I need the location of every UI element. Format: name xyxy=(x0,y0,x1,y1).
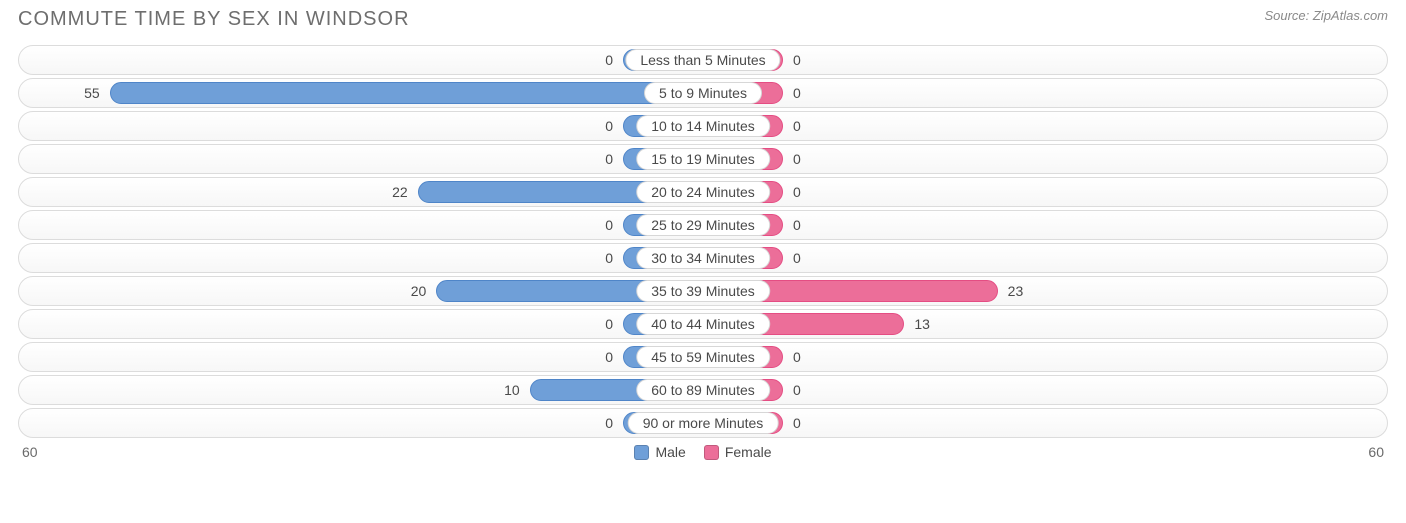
chart-row: 0 0 10 to 14 Minutes xyxy=(18,111,1388,141)
category-label: 10 to 14 Minutes xyxy=(636,115,770,137)
chart-row: 10 0 60 to 89 Minutes xyxy=(18,375,1388,405)
female-value: 23 xyxy=(1008,283,1024,299)
female-value: 0 xyxy=(793,349,801,365)
category-label: 90 or more Minutes xyxy=(628,412,779,434)
chart-container: COMMUTE TIME BY SEX IN WINDSOR Source: Z… xyxy=(0,0,1406,523)
male-value: 10 xyxy=(504,382,520,398)
category-label: 30 to 34 Minutes xyxy=(636,247,770,269)
category-label: 5 to 9 Minutes xyxy=(644,82,762,104)
category-label: 35 to 39 Minutes xyxy=(636,280,770,302)
male-bar xyxy=(110,82,703,104)
female-swatch-icon xyxy=(704,445,719,460)
chart-row: 0 0 45 to 59 Minutes xyxy=(18,342,1388,372)
chart-row: 20 23 35 to 39 Minutes xyxy=(18,276,1388,306)
male-value: 20 xyxy=(411,283,427,299)
chart-row: 0 13 40 to 44 Minutes xyxy=(18,309,1388,339)
legend-female-label: Female xyxy=(725,444,772,460)
chart-row: 55 0 5 to 9 Minutes xyxy=(18,78,1388,108)
category-label: 15 to 19 Minutes xyxy=(636,148,770,170)
chart-row: 0 0 30 to 34 Minutes xyxy=(18,243,1388,273)
male-value: 55 xyxy=(84,85,100,101)
category-label: 45 to 59 Minutes xyxy=(636,346,770,368)
chart-rows: 00Less than 5 Minutes5505 to 9 Minutes00… xyxy=(14,45,1392,438)
female-value: 0 xyxy=(793,151,801,167)
legend-male-label: Male xyxy=(655,444,685,460)
category-label: 20 to 24 Minutes xyxy=(636,181,770,203)
male-value: 0 xyxy=(605,250,613,266)
chart-title: COMMUTE TIME BY SEX IN WINDSOR xyxy=(18,8,410,31)
category-label: 60 to 89 Minutes xyxy=(636,379,770,401)
category-label: 40 to 44 Minutes xyxy=(636,313,770,335)
female-value: 0 xyxy=(793,52,801,68)
female-value: 0 xyxy=(793,118,801,134)
male-swatch-icon xyxy=(634,445,649,460)
male-value: 0 xyxy=(605,151,613,167)
chart-row: 0 0 25 to 29 Minutes xyxy=(18,210,1388,240)
male-value: 0 xyxy=(605,118,613,134)
female-value: 0 xyxy=(793,415,801,431)
legend: Male Female xyxy=(634,444,771,460)
legend-item-male: Male xyxy=(634,444,685,460)
category-label: 25 to 29 Minutes xyxy=(636,214,770,236)
female-value: 0 xyxy=(793,382,801,398)
chart-source: Source: ZipAtlas.com xyxy=(1264,8,1388,23)
male-value: 0 xyxy=(605,415,613,431)
female-value: 0 xyxy=(793,85,801,101)
legend-item-female: Female xyxy=(704,444,772,460)
category-label: Less than 5 Minutes xyxy=(625,49,780,71)
female-value: 0 xyxy=(793,250,801,266)
axis-left-label: 60 xyxy=(22,444,38,460)
chart-header: COMMUTE TIME BY SEX IN WINDSOR Source: Z… xyxy=(14,8,1392,31)
female-value: 0 xyxy=(793,217,801,233)
female-value: 0 xyxy=(793,184,801,200)
chart-row: 0 0 Less than 5 Minutes xyxy=(18,45,1388,75)
chart-row: 22 0 20 to 24 Minutes xyxy=(18,177,1388,207)
chart-row: 0 0 15 to 19 Minutes xyxy=(18,144,1388,174)
male-value: 0 xyxy=(605,316,613,332)
female-value: 13 xyxy=(914,316,930,332)
chart-row: 0 0 90 or more Minutes xyxy=(18,408,1388,438)
axis-right-label: 60 xyxy=(1368,444,1384,460)
male-value: 0 xyxy=(605,52,613,68)
male-value: 22 xyxy=(392,184,408,200)
male-value: 0 xyxy=(605,349,613,365)
chart-footer: 60 Male Female 60 xyxy=(14,438,1392,460)
male-value: 0 xyxy=(605,217,613,233)
